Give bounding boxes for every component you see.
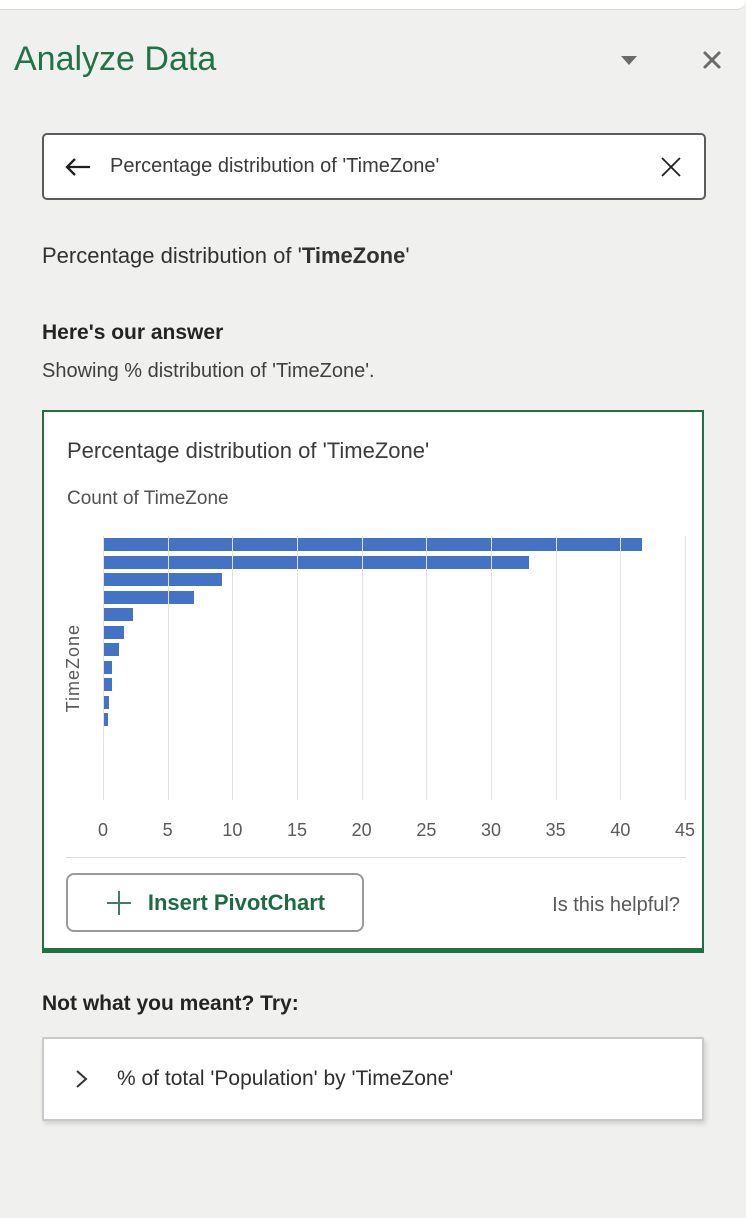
y-axis-label: TimeZone [62,623,83,713]
gridline [167,536,169,800]
x-tick-label: 10 [222,820,243,840]
x-tick-label: 20 [351,820,372,840]
bar [103,555,529,569]
x-tick-label: 30 [480,820,502,840]
suggestion-label: % of total 'Population' by 'TimeZone' [117,1067,454,1090]
question-heading: Percentage distribution of 'TimeZone' [42,243,410,269]
bar [103,713,109,726]
back-arrow-icon [65,157,90,176]
plot-area [103,536,686,800]
chart-subtitle: Count of TimeZone [67,488,229,509]
bar [103,608,133,621]
card-divider [66,857,686,858]
answer-heading: Here's our answer [42,321,224,344]
search-input[interactable] [108,154,650,179]
gridline [103,536,104,800]
clear-icon [661,156,681,177]
top-window-strip [0,0,746,10]
gridline [555,536,557,800]
x-tick-label: 5 [162,820,173,840]
bar [103,538,643,551]
question-suffix: ' [405,243,410,268]
insert-pivotchart-label: Insert PivotChart [147,889,326,915]
bar [103,678,113,691]
gridline [426,536,428,800]
x-tick-label: 35 [545,820,566,840]
try-heading: Not what you meant? Try: [42,992,299,1015]
x-tick-label: 25 [416,820,437,840]
x-tick-label: 45 [674,820,696,840]
question-field: TimeZone [301,243,406,268]
y-axis-label-wrap: TimeZone [54,536,92,800]
answer-subtext: Showing % distribution of 'TimeZone'. [42,360,375,382]
x-tick-label: 0 [97,820,109,840]
back-button[interactable] [62,155,94,179]
close-icon [703,51,721,69]
is-this-helpful-link[interactable]: Is this helpful? [552,894,680,916]
insert-pivotchart-button[interactable]: Insert PivotChart [66,873,364,932]
gridline [232,536,234,800]
bar [103,573,222,586]
gridline [685,536,686,800]
x-tick-label: 15 [286,820,308,840]
pane-close-button[interactable] [696,44,728,76]
gridline [297,536,298,800]
chevron-down-icon [621,55,637,65]
bar [103,695,110,709]
pane-options-dropdown-button[interactable] [614,48,644,72]
gridline [361,536,363,800]
gridline [491,536,492,800]
pane-title: Analyze Data [14,40,217,78]
suggestion-item[interactable]: % of total 'Population' by 'TimeZone' [42,1037,704,1121]
chevron-right-icon [74,1067,89,1091]
answer-card: Percentage distribution of 'TimeZone' Co… [42,410,704,953]
plus-icon [106,890,131,915]
chart-title: Percentage distribution of 'TimeZone' [67,438,430,463]
x-axis-ticks: 0 5 10 15 20 25 30 35 40 45 [98,820,695,846]
question-prefix: Percentage distribution of ' [42,243,302,268]
gridline [620,536,622,800]
search-box [42,133,706,200]
bar-series [103,538,685,731]
bar [103,643,119,656]
clear-search-button[interactable] [658,154,684,180]
bar [103,625,124,639]
bar [103,660,113,674]
bar [103,590,194,604]
x-tick-label: 40 [610,820,631,840]
